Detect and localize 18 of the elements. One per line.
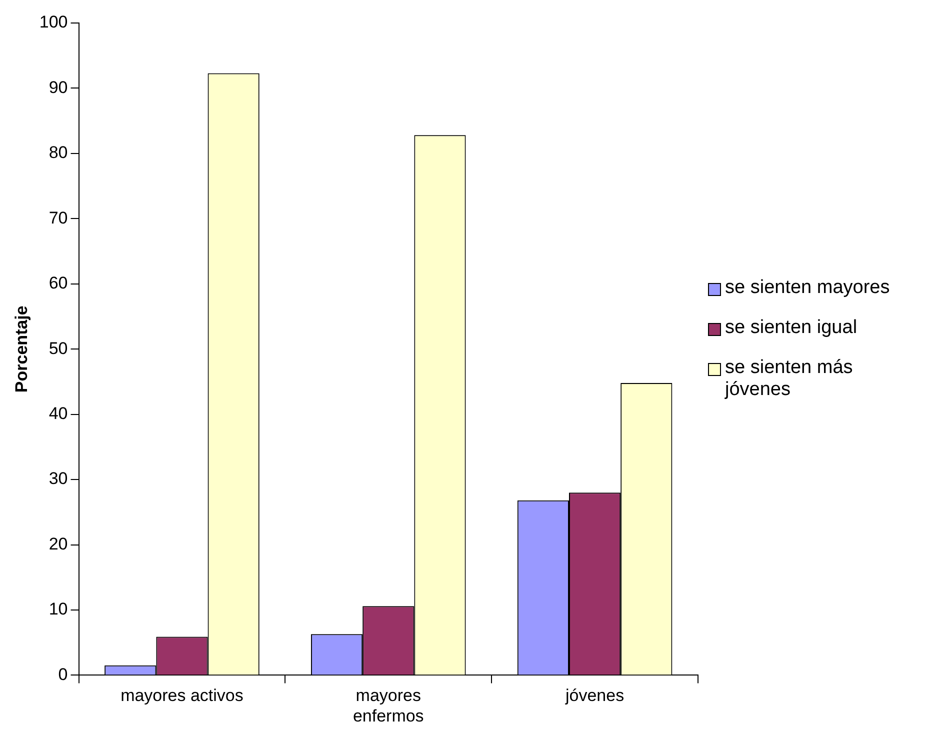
legend-label: se sienten más jóvenes [725, 357, 854, 401]
legend-label: se sienten mayores [725, 277, 890, 299]
x-tick-label: jóvenes [564, 686, 624, 706]
y-tick-label: 80 [48, 143, 68, 162]
y-tick-label: 70 [48, 208, 68, 228]
x-tick-label: mayores activos [120, 686, 244, 706]
y-tick-label: 40 [48, 404, 68, 424]
y-tick-label: 30 [48, 469, 68, 488]
y-tick-label: 90 [48, 78, 68, 97]
y-axis-title: Porcentaje [12, 306, 31, 393]
y-tick-label: 20 [48, 534, 68, 554]
legend-label: se sienten igual [725, 317, 858, 339]
y-tick-label: 50 [48, 338, 68, 358]
y-tick-label: 60 [48, 274, 68, 293]
y-tick-label: 10 [48, 600, 68, 619]
y-tick-label: 0 [58, 664, 68, 684]
y-tick-label: 100 [39, 12, 68, 32]
x-tick-label: mayores enfermos [352, 686, 424, 726]
